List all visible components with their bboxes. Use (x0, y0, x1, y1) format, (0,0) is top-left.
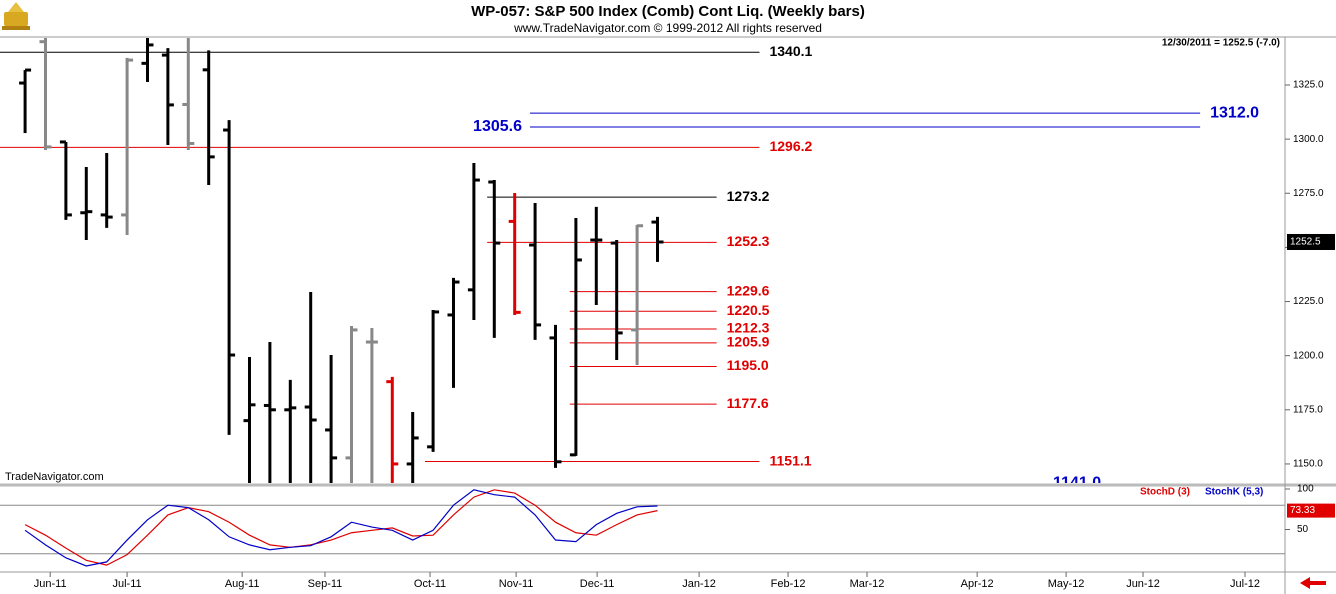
x-tick-label: Jul-11 (113, 578, 142, 590)
y-tick-label: 1300.0 (1293, 134, 1324, 145)
legend-entry: StochD (3) (1140, 487, 1190, 498)
watermark: TradeNavigator.com (5, 471, 104, 483)
y-tick-label: 100 (1297, 484, 1314, 495)
level-label: 1141.0 (1053, 475, 1101, 492)
chart-title: WP-057: S&P 500 Index (Comb) Cont Liq. (… (471, 3, 865, 20)
level-label: 1205.9 (727, 334, 770, 350)
level-label: 1305.6 (473, 118, 522, 135)
x-tick-label: Nov-11 (499, 578, 534, 590)
x-tick-label: Jun-12 (1126, 578, 1160, 590)
x-tick-label: Dec-11 (580, 578, 615, 590)
y-tick-label: 1150.0 (1293, 459, 1323, 470)
y-tick-label: 1225.0 (1293, 296, 1324, 307)
logo (2, 2, 30, 30)
header-info: 12/30/2011 = 1252.5 (-7.0) (1162, 38, 1280, 49)
x-tick-label: Jan-12 (682, 578, 716, 590)
x-tick-label: Feb-12 (771, 578, 806, 590)
last-value-box (1287, 503, 1335, 518)
price-panel: 1340.1 1312.0 1305.6 1296.2 1273.2 1252.3 1229… (0, 38, 1259, 492)
y-tick-label: 1175.0 (1293, 404, 1323, 415)
x-tick-label: Oct-11 (414, 578, 446, 590)
level-label: 1252.3 (727, 233, 770, 249)
level-label: 1273.2 (727, 188, 770, 204)
x-tick-label: Mar-12 (850, 578, 885, 590)
level-label: 1340.1 (769, 43, 812, 59)
x-tick-label: Apr-12 (961, 578, 994, 590)
level-label: 1177.6 (727, 395, 769, 411)
stoch-panel (0, 489, 1285, 567)
x-tick-label: Aug-11 (225, 578, 260, 590)
scroll-arrow[interactable] (1300, 577, 1326, 589)
x-tick-label: May-12 (1048, 578, 1085, 590)
level-label: 1212.3 (727, 320, 770, 336)
y-tick-label: 1325.0 (1293, 80, 1324, 91)
level-label: 1229.6 (727, 282, 770, 298)
y-tick-label: 1275.0 (1293, 188, 1324, 199)
level-label: 1195.0 (727, 357, 769, 373)
stoch-line (24, 489, 658, 567)
y-tick-label: 50 (1297, 524, 1309, 535)
level-label: 1296.2 (769, 138, 812, 154)
x-tick-label: Jul-12 (1230, 578, 1260, 590)
axes: 1150.01175.01200.01225.01250.01275.01300… (34, 80, 1335, 590)
level-label: 1312.0 (1210, 104, 1259, 121)
last-price-label: 1252.5 (1290, 237, 1321, 248)
legend-entry: StochK (5,3) (1205, 487, 1263, 498)
level-label: 1220.5 (727, 302, 770, 318)
y-tick-label: 1200.0 (1293, 350, 1324, 361)
last-price-box (1287, 233, 1335, 250)
stoch-line (24, 489, 658, 566)
x-tick-label: Sep-11 (308, 578, 343, 590)
chart-subtitle: www.TradeNavigator.com © 1999-2012 All r… (513, 21, 822, 35)
level-label: 1151.1 (769, 452, 811, 468)
x-tick-label: Jun-11 (34, 578, 67, 590)
last-value-label: 73.33 (1290, 505, 1315, 516)
